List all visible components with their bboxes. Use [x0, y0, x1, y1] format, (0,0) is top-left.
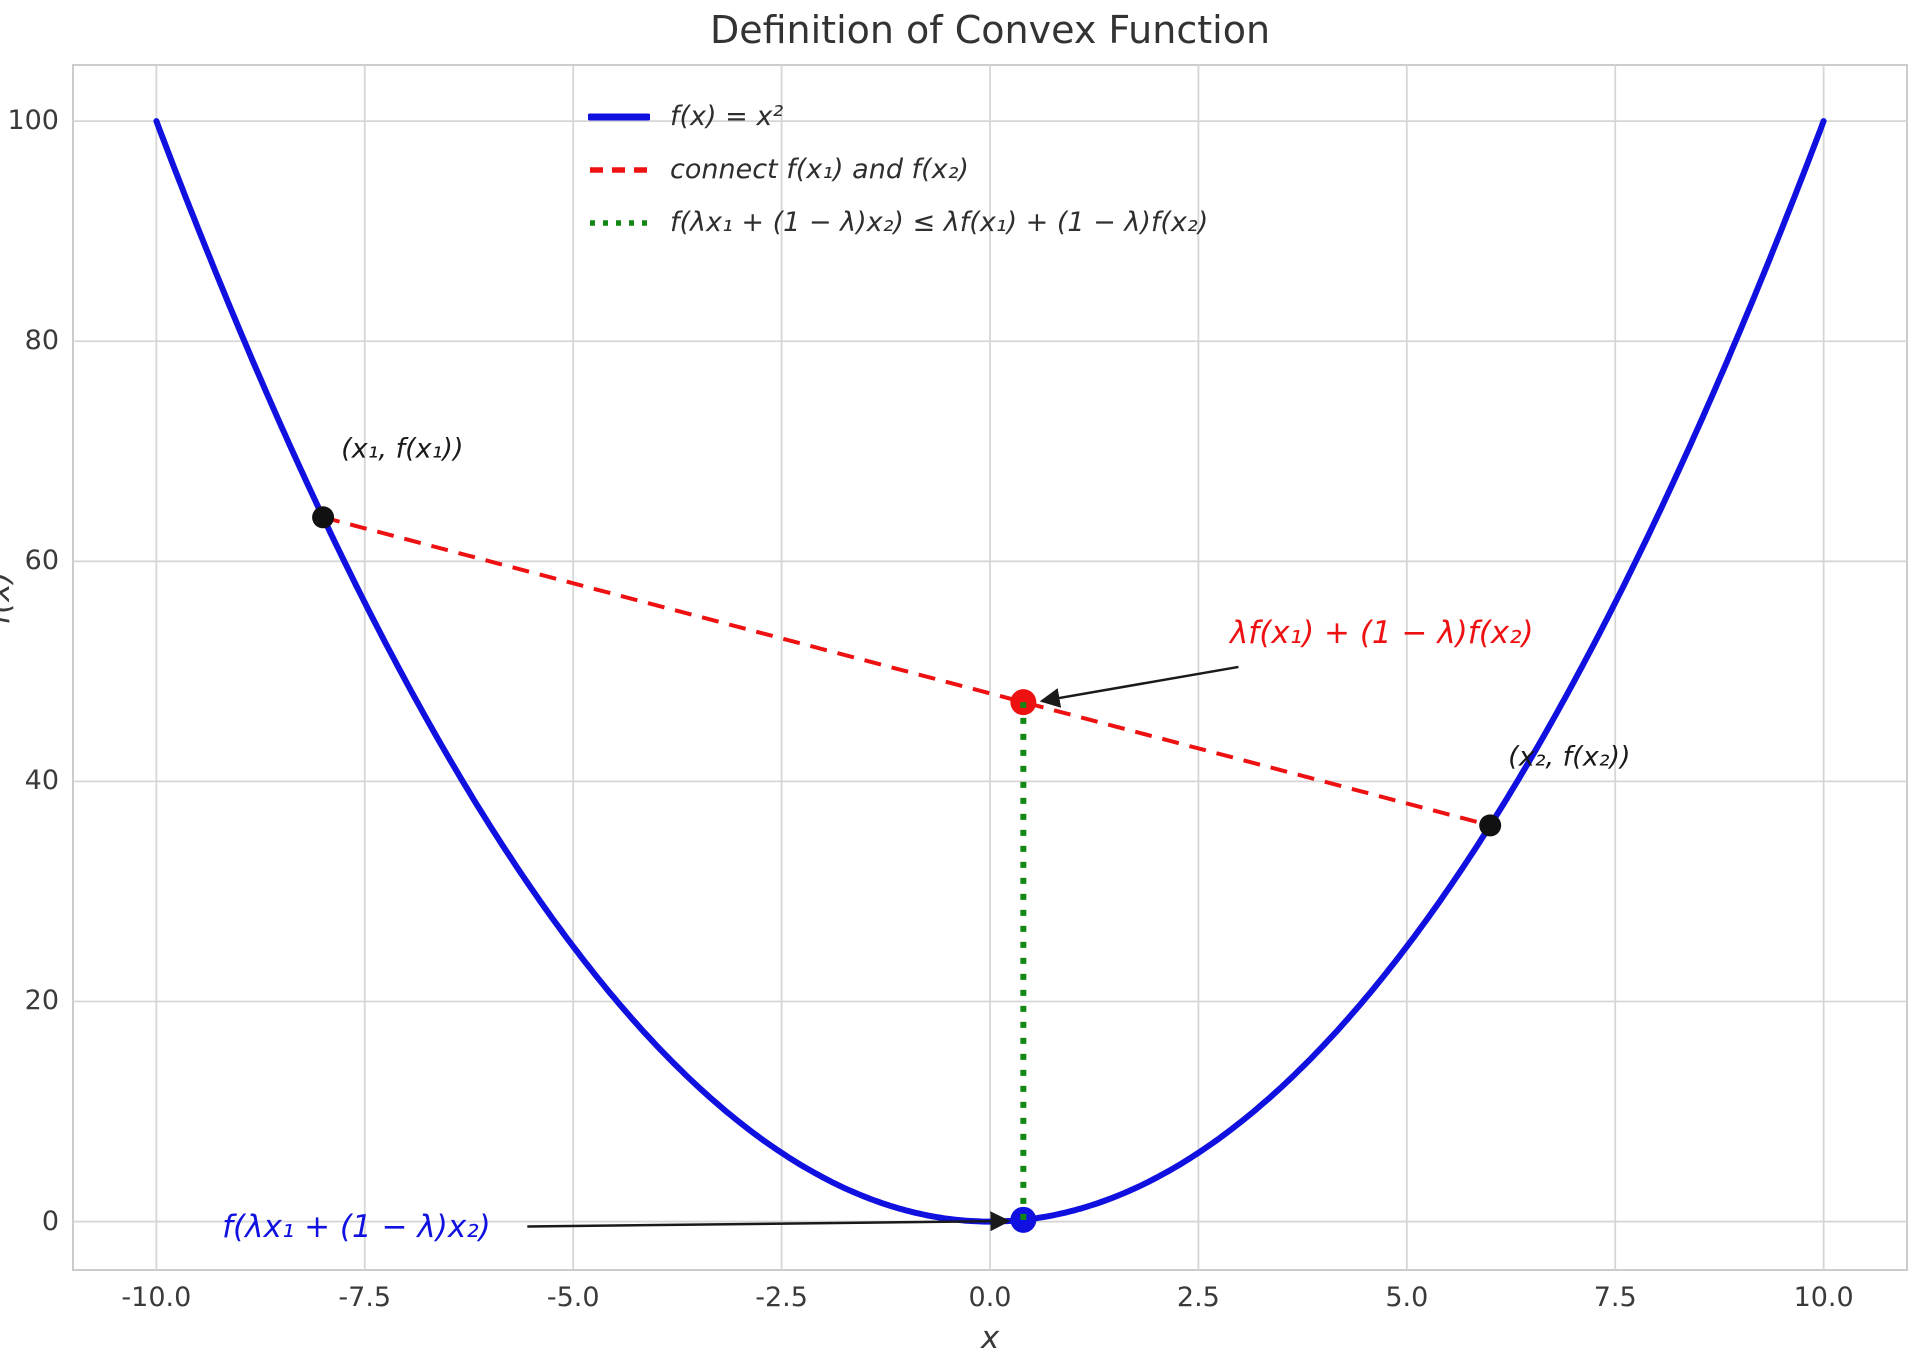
legend-swatch-dashed: [588, 160, 650, 179]
legend-swatch-dotted: [588, 213, 650, 232]
x-tick-label: -10.0: [121, 1282, 192, 1313]
annotation-text: (x₂, f(x₂)): [1508, 741, 1631, 773]
x-tick-label: 2.5: [1176, 1282, 1220, 1313]
point-x1: [312, 506, 335, 529]
dashed-line-icon: [590, 167, 648, 173]
legend-label: f(x) = x²: [670, 101, 784, 132]
solid-line-icon: [586, 113, 652, 121]
legend-row: connect f(x₁) and f(x₂): [588, 143, 1208, 196]
legend: f(x) = x² connect f(x₁) and f(x₂) f(λx₁ + …: [586, 90, 1208, 249]
y-tick-label: 0: [41, 1205, 59, 1237]
x-tick-label: 5.0: [1385, 1282, 1429, 1313]
legend-row: f(x) = x²: [586, 90, 1208, 143]
annotation-text: λf(x₁) + (1 − λ)f(x₂): [1229, 614, 1534, 651]
legend-row: f(λx₁ + (1 − λ)x₂) ≤ λf(x₁) + (1 − λ)f(x…: [588, 196, 1208, 249]
x-tick-label: -7.5: [338, 1282, 392, 1313]
x-tick-label: -5.0: [546, 1282, 600, 1313]
y-tick-label: 80: [24, 325, 59, 357]
x-axis-label: x: [980, 1320, 1000, 1356]
chord-line: [322, 515, 1491, 828]
point-x2: [1479, 814, 1502, 837]
annotation-arrow: [1039, 665, 1239, 708]
x-tick-label: 0.0: [968, 1282, 1012, 1313]
x-tick-label: -2.5: [755, 1282, 808, 1313]
legend-swatch-solid: [586, 107, 652, 126]
annotation-text: f(λx₁ + (1 − λ)x₂): [222, 1209, 491, 1246]
x-tick-label: 7.5: [1593, 1282, 1637, 1313]
legend-label: connect f(x₁) and f(x₂): [670, 154, 969, 185]
chart-title: Definition of Convex Function: [709, 8, 1271, 52]
legend-label: f(λx₁ + (1 − λ)x₂) ≤ λf(x₁) + (1 − λ)f(x…: [670, 207, 1209, 238]
annotation-arrow: [527, 1211, 1011, 1232]
y-tick-label: 60: [24, 545, 59, 577]
dotted-line-icon: [590, 220, 648, 226]
y-tick-label: 40: [24, 765, 59, 797]
x-tick-label: 10.0: [1793, 1282, 1854, 1313]
annotation-text: (x₁, f(x₁)): [341, 433, 464, 465]
y-tick-label: 20: [24, 985, 59, 1017]
y-tick-label: 100: [7, 105, 59, 137]
